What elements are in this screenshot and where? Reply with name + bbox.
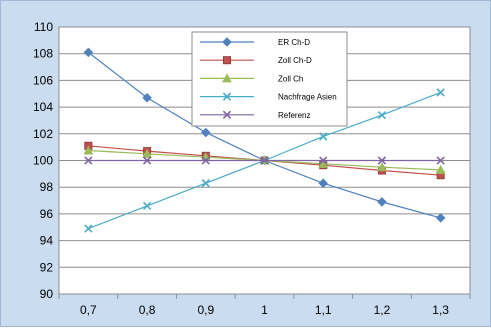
legend-label: Zoll Ch-D xyxy=(278,56,312,65)
data-point xyxy=(83,145,94,155)
legend-marker xyxy=(222,92,232,101)
legend-item: Referenz xyxy=(200,110,310,120)
data-point xyxy=(436,156,445,165)
x-tick-label: 0,7 xyxy=(80,303,97,317)
y-tick-label: 98 xyxy=(40,180,54,194)
y-tick-label: 110 xyxy=(34,20,53,34)
x-tick-label: 1,2 xyxy=(374,303,391,317)
legend-item: Zoll Ch-D xyxy=(200,56,312,65)
data-point xyxy=(201,127,211,138)
data-point xyxy=(260,156,269,165)
data-point xyxy=(436,88,445,97)
y-tick-label: 92 xyxy=(40,260,54,274)
data-point xyxy=(377,156,387,165)
data-point xyxy=(377,110,387,120)
data-point xyxy=(435,213,446,223)
x-tick-label: 1,3 xyxy=(432,303,449,317)
legend-label: Zoll Ch xyxy=(278,74,303,83)
data-point xyxy=(142,92,152,103)
data-point xyxy=(319,156,328,165)
x-tick-label: 0,8 xyxy=(139,303,156,317)
legend-marker xyxy=(222,73,232,83)
y-tick-label: 90 xyxy=(40,287,54,301)
data-point xyxy=(377,197,387,207)
data-point xyxy=(318,178,328,188)
legend-item: Nachfrage Asien xyxy=(200,92,337,102)
x-tick-label: 1 xyxy=(261,303,268,317)
data-point xyxy=(83,47,94,58)
y-tick-label: 108 xyxy=(33,47,53,61)
legend-item: Zoll Ch xyxy=(200,73,303,83)
y-tick-label: 100 xyxy=(33,154,53,168)
data-point xyxy=(84,156,93,165)
legend-label: Nachfrage Asien xyxy=(278,93,337,102)
data-point xyxy=(84,224,93,233)
legend-marker xyxy=(222,56,231,65)
y-tick-label: 104 xyxy=(33,100,53,114)
legend-label: Referenz xyxy=(278,111,310,120)
y-tick-label: 94 xyxy=(40,234,54,248)
data-point xyxy=(319,132,328,141)
data-point xyxy=(377,162,387,172)
data-point xyxy=(201,156,210,165)
series-group xyxy=(83,47,446,233)
y-tick-label: 96 xyxy=(40,207,54,221)
legend-label: ER Ch-D xyxy=(278,38,310,47)
x-tick-label: 1,1 xyxy=(315,303,332,317)
y-tick-label: 106 xyxy=(33,73,53,87)
x-tick-label: 0,9 xyxy=(197,303,214,317)
legend-marker xyxy=(222,37,232,47)
legend: ER Ch-D Zoll Ch-D Zoll Ch Nachfrage Asien Re… xyxy=(191,31,348,127)
data-point xyxy=(201,179,210,188)
axes: 90 92 94 96 98 100 102 104 106 108 110 0,7 0,8 0,9 1 1,… xyxy=(33,20,471,317)
data-point xyxy=(142,148,152,158)
legend-marker xyxy=(222,110,232,119)
series-4 xyxy=(84,156,445,165)
y-tick-label: 102 xyxy=(33,127,53,141)
data-point xyxy=(142,156,152,165)
data-point xyxy=(142,201,152,211)
legend-item: ER Ch-D xyxy=(200,37,310,47)
data-point xyxy=(435,164,446,174)
